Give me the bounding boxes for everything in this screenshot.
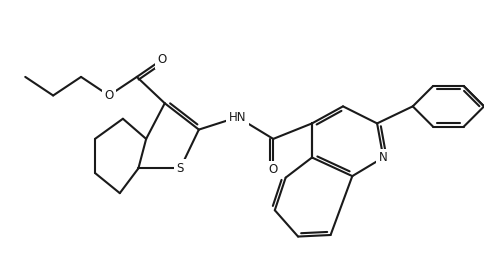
Text: O: O bbox=[105, 89, 114, 102]
Text: HN: HN bbox=[229, 111, 246, 124]
Text: O: O bbox=[269, 163, 278, 176]
Text: N: N bbox=[379, 151, 388, 164]
Text: S: S bbox=[177, 162, 184, 175]
Text: O: O bbox=[157, 53, 166, 66]
